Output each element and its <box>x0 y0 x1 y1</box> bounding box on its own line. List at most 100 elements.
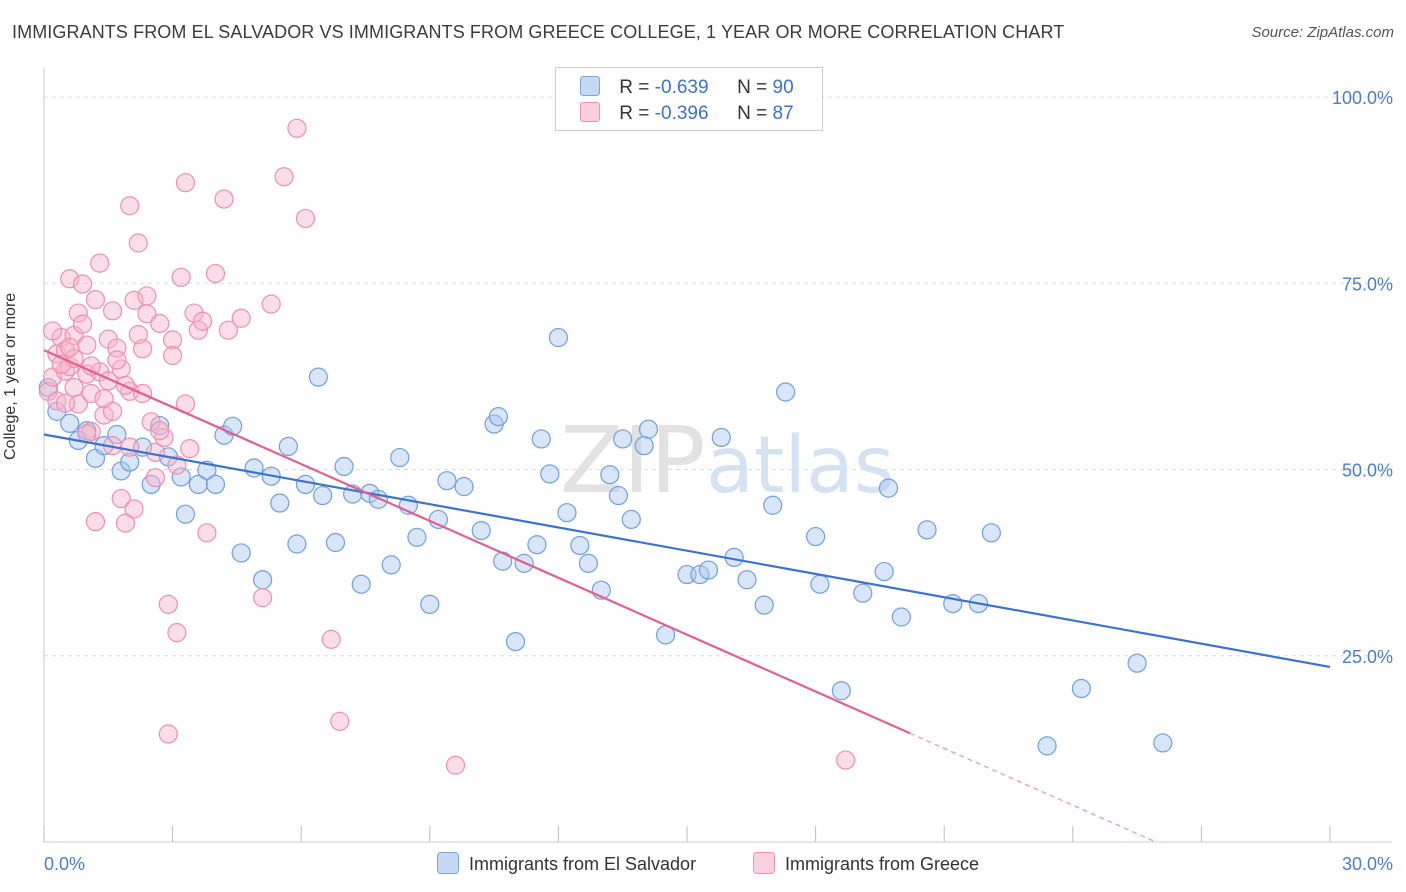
legend-n-label: N = <box>737 77 768 98</box>
point-el-salvador <box>775 382 796 402</box>
point-el-salvador <box>175 504 196 524</box>
series-legend-greece: Immigrants from Greece <box>753 852 979 875</box>
point-greece <box>132 339 153 359</box>
point-greece <box>72 274 93 294</box>
point-el-salvador <box>981 523 1001 543</box>
watermark-atlas: atlas <box>706 421 895 511</box>
point-el-salvador <box>351 574 371 594</box>
point-el-salvador <box>1127 653 1147 673</box>
y-tick-label: 25.0% <box>1342 647 1393 667</box>
point-greece <box>193 311 213 331</box>
point-el-salvador <box>754 595 774 615</box>
grid-lines <box>44 96 1392 657</box>
point-greece <box>72 314 93 334</box>
legend-n-value: 87 <box>772 103 794 124</box>
point-el-salvador <box>608 485 629 506</box>
point-greece <box>107 350 127 370</box>
point-el-salvador <box>278 436 298 457</box>
point-el-salvador <box>313 485 333 506</box>
point-greece <box>42 321 63 341</box>
series-label: Immigrants from Greece <box>785 854 980 874</box>
point-greece <box>287 118 307 138</box>
source-label: Source: ZipAtlas.com <box>1251 24 1394 41</box>
point-el-salvador <box>488 407 508 427</box>
point-greece <box>64 377 84 398</box>
legend-r-label: R = <box>619 103 650 124</box>
point-greece <box>145 468 166 488</box>
point-greece <box>120 196 140 216</box>
point-greece <box>253 588 273 608</box>
point-el-salvador <box>540 464 560 484</box>
legend-swatch-blue <box>580 76 600 96</box>
point-greece <box>231 308 251 328</box>
y-tick-label: 50.0% <box>1342 461 1393 481</box>
point-greece <box>111 488 131 509</box>
point-greece <box>214 189 234 209</box>
point-greece <box>102 301 123 321</box>
point-greece <box>218 320 238 340</box>
tick-labels: 100.0% 75.0% 50.0% 25.0% 0.0% 30.0% <box>44 88 1393 874</box>
point-greece <box>60 269 80 289</box>
legend-n-value: 90 <box>772 77 794 98</box>
legend-row-greece: R = -0.396 N = 87 <box>580 102 794 125</box>
y-axis-label: College, 1 year or more <box>2 292 19 460</box>
point-el-salvador <box>737 570 757 590</box>
x-tick-label: 30.0% <box>1342 854 1393 874</box>
point-el-salvador <box>295 474 316 494</box>
point-el-salvador <box>891 607 911 627</box>
point-greece <box>188 320 208 340</box>
point-el-salvador <box>107 424 127 445</box>
point-el-salvador <box>578 553 599 573</box>
point-el-salvador <box>527 535 547 555</box>
point-greece <box>68 303 88 323</box>
series-label: Immigrants from El Salvador <box>469 854 697 874</box>
point-greece <box>167 455 187 475</box>
point-greece <box>274 167 294 187</box>
point-greece <box>150 421 170 441</box>
correlation-legend: R = -0.639 N = 90 R = -0.396 N = 87 <box>555 67 823 131</box>
point-el-salvador <box>878 478 899 498</box>
series-swatch-blue <box>437 852 459 874</box>
chart-title: IMMIGRANTS FROM EL SALVADOR VS IMMIGRANT… <box>12 22 1065 42</box>
point-greece <box>261 294 281 314</box>
point-greece <box>150 313 170 334</box>
point-greece <box>175 173 196 193</box>
x-tick-label: 0.0% <box>44 854 85 874</box>
point-greece <box>205 263 226 284</box>
point-el-salvador <box>270 493 290 513</box>
point-greece <box>137 286 157 306</box>
point-greece <box>55 393 76 413</box>
point-greece <box>85 290 106 310</box>
point-el-salvador <box>831 681 851 701</box>
point-el-salvador <box>531 429 551 449</box>
point-greece <box>330 711 350 731</box>
point-el-salvador <box>420 594 440 614</box>
series-legend-el-salvador: Immigrants from El Salvador <box>437 852 696 875</box>
point-greece <box>167 623 187 643</box>
point-el-salvador <box>1153 733 1173 753</box>
legend-r-label: R = <box>619 77 650 98</box>
point-el-salvador <box>917 520 937 540</box>
point-greece <box>81 356 101 376</box>
point-el-salvador <box>471 520 491 541</box>
point-el-salvador <box>325 532 346 553</box>
point-el-salvador <box>454 477 474 497</box>
point-el-salvador <box>171 467 191 487</box>
point-greece <box>836 750 856 770</box>
point-el-salvador <box>120 452 140 472</box>
point-greece <box>60 337 80 357</box>
legend-swatch-pink <box>580 102 600 122</box>
point-el-salvador <box>287 534 307 554</box>
point-el-salvador <box>390 447 410 468</box>
point-greece <box>124 499 144 519</box>
point-greece <box>124 290 144 310</box>
legend-row-el-salvador: R = -0.639 N = 90 <box>580 76 794 99</box>
point-greece <box>85 512 106 532</box>
point-greece <box>321 629 341 649</box>
legend-r-value: -0.639 <box>654 77 709 98</box>
axes <box>43 68 1392 843</box>
point-greece <box>128 325 148 345</box>
point-greece <box>171 267 191 287</box>
point-el-salvador <box>60 413 80 433</box>
